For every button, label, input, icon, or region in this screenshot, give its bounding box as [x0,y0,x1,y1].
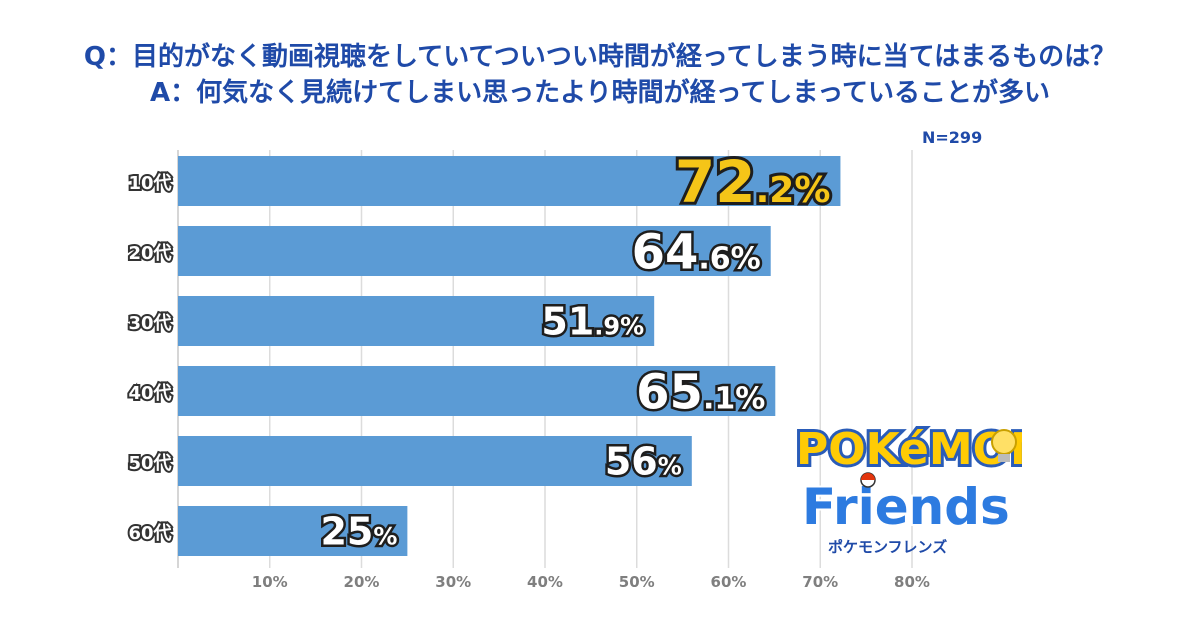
bar [178,436,692,486]
sample-size-label: N=299 [922,128,983,147]
category-label: 40代 [128,383,171,404]
value-label: 65.1% [636,364,765,420]
value-label: 72.2% [675,148,831,216]
logo-word-pokemon: POKéMON [796,424,1022,475]
bar [178,156,841,206]
lightbulb-icon [991,429,1017,462]
pokemon-friends-logo: POKéMON Friends ポケモンフレンズ [793,421,1022,556]
category-label: 60代 [128,523,171,544]
x-tick-label: 30% [435,573,471,591]
value-label: 64.6% [632,224,761,280]
question-title: Q：目的がなく動画視聴をしていてついつい時間が経ってしまう時に当てはまるものは？ [83,42,1117,72]
bar [178,296,655,346]
answer-title: A：何気なく見続けてしまい思ったより時間が経ってしまっていることが多い [150,78,1050,108]
bar [178,366,776,416]
x-tick-label: 50% [619,573,655,591]
x-tick-labels: 10% 20% 30% 40% 50% 60% 70% 80% [252,573,930,591]
logo-kana: ポケモンフレンズ [828,538,947,556]
x-tick-label: 10% [252,573,288,591]
logo-word-friends: Friends [802,478,1010,536]
category-label: 20代 [128,243,171,264]
bars [178,156,841,556]
value-label: 51.9% [541,300,644,344]
x-tick-label: 40% [527,573,563,591]
bar [178,506,408,556]
pokeball-icon [860,472,876,488]
category-label: 50代 [128,453,171,474]
x-tick-label: 80% [894,573,930,591]
x-tick-label: 70% [802,573,838,591]
value-labels: 72.2% 64.6% 51.9% 65.1% 56% 25% [318,145,833,556]
category-label: 10代 [128,173,171,194]
grid-lines [177,150,913,568]
bar [178,226,771,276]
category-labels: 10代 20代 30代 40代 50代 60代 [126,171,173,546]
x-tick-label: 60% [711,573,747,591]
category-label: 30代 [128,313,171,334]
x-tick-label: 20% [344,573,380,591]
value-label: 56% [605,440,682,484]
value-label: 25% [320,510,397,554]
